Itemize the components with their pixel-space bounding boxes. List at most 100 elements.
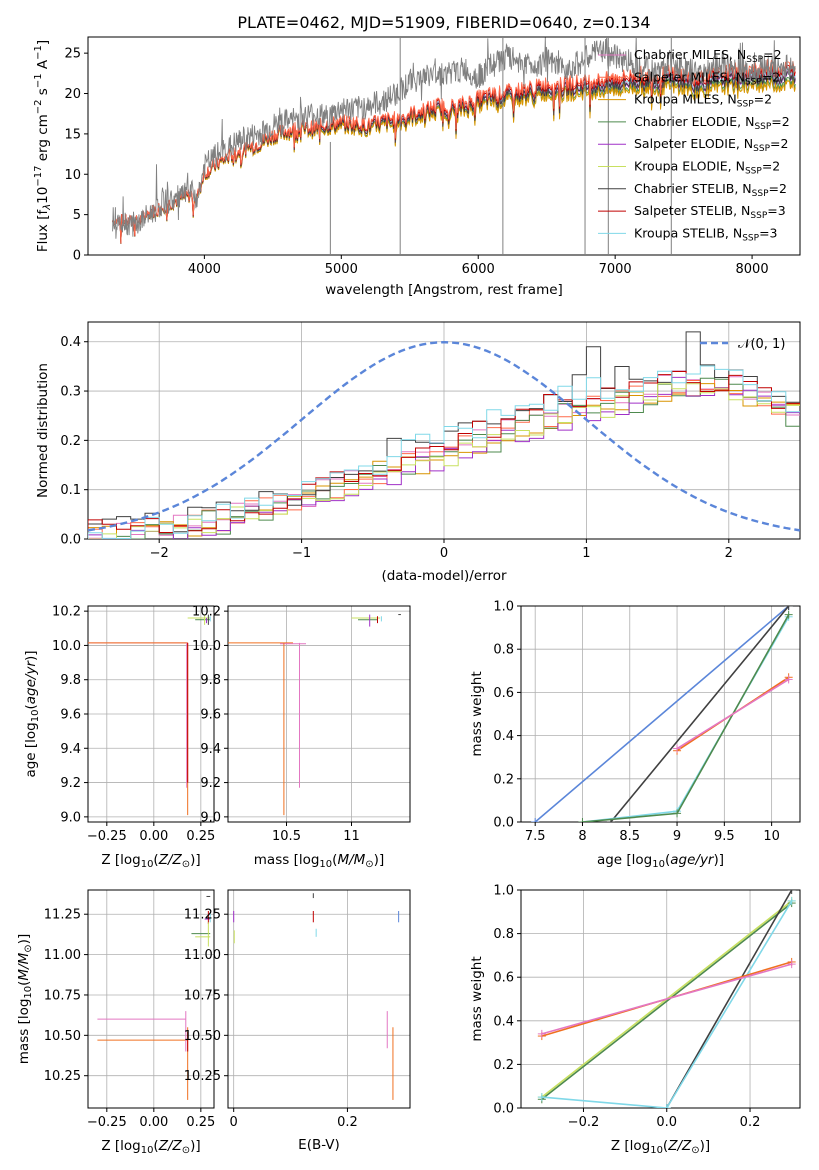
x-tick-label: 0.00 [139, 829, 168, 844]
y-tick-label: 10.50 [184, 1029, 221, 1044]
x-tick-label: 10.5 [272, 829, 301, 844]
x-tick-label: 7.5 [525, 829, 546, 844]
y-tick-label: 0.0 [60, 533, 81, 548]
mass-vs-z-xlabel: Z [log10(Z/Z⊙)] [101, 1138, 200, 1156]
y-tick-label: 11.00 [184, 948, 221, 963]
mass-vs-ebv-xlabel: E(B-V) [298, 1137, 340, 1153]
x-tick-label: 5000 [325, 262, 358, 277]
legend-label: Kroupa MILES, NSSP=2 [634, 92, 772, 110]
y-tick-label: 9.8 [60, 673, 81, 688]
mass-vs-z-axes: −0.25 0.00 0.25 10.25 10.50 10.75 11.00 11.25 [44, 889, 215, 1130]
age-vs-z-xlabel: Z [log10(Z/Z⊙)] [101, 852, 200, 870]
x-tick-label: 1 [582, 546, 590, 561]
y-tick-label: 0.0 [493, 1102, 514, 1117]
legend-label: Chabrier MILES, NSSP=2 [634, 47, 782, 65]
y-tick-label: 0 [73, 249, 81, 264]
weight-vs-age-plot-area [531, 606, 793, 822]
weight-series-line [541, 900, 793, 1108]
y-tick-label: 9.0 [200, 810, 221, 825]
y-tick-label: 5 [73, 208, 81, 223]
x-tick-label: −2 [150, 546, 169, 561]
y-tick-label: 25 [64, 47, 81, 62]
y-tick-label: 10.0 [192, 639, 221, 654]
y-tick-label: 9.4 [60, 742, 81, 757]
age-vs-z-ylabel: age [log10(age/yr)] [23, 650, 41, 777]
residuals-plot-area [88, 331, 800, 539]
x-tick-label: 0.25 [186, 1115, 215, 1130]
y-tick-label: 0.2 [493, 1058, 514, 1073]
mass-vs-ebv-plot-area [233, 893, 400, 1100]
y-tick-label: 11.25 [44, 908, 81, 923]
weight-series-line [534, 606, 790, 822]
y-tick-label: 10.2 [192, 605, 221, 620]
y-tick-label: 0.2 [493, 772, 514, 787]
x-tick-label: 8 [578, 829, 586, 844]
y-tick-label: 0.3 [60, 385, 81, 400]
weight-vs-z-xlabel: Z [log10(Z/Z⊙)] [611, 1138, 710, 1156]
x-tick-label: 9 [673, 829, 681, 844]
legend-label: Chabrier STELIB, NSSP=2 [634, 181, 787, 199]
x-tick-label: 0 [230, 1115, 238, 1130]
y-tick-label: 10.50 [44, 1029, 81, 1044]
age-vs-mass-frame [227, 605, 411, 823]
residual-histogram [88, 383, 800, 539]
x-tick-label: −1 [292, 546, 311, 561]
y-tick-label: 9.6 [60, 708, 81, 723]
weight-vs-age-xlabel: age [log10(age/yr)] [597, 852, 724, 870]
x-tick-label: 8.5 [619, 829, 640, 844]
age-vs-mass-xlabel: mass [log10(M/M⊙)] [254, 852, 384, 870]
x-tick-label: 0.25 [186, 829, 215, 844]
x-tick-label: 2 [725, 546, 733, 561]
x-tick-label: 11 [343, 829, 360, 844]
x-tick-label: 10 [763, 829, 780, 844]
y-tick-label: 0.4 [60, 335, 81, 350]
y-tick-label: 10.75 [184, 988, 221, 1003]
x-tick-label: −0.25 [87, 829, 127, 844]
y-tick-label: 9.8 [200, 673, 221, 688]
residuals-ylabel: Normed distribution [35, 363, 51, 498]
weight-vs-age-frame [520, 605, 801, 823]
x-tick-label: −0.2 [568, 1115, 600, 1130]
x-tick-label: 4000 [188, 262, 221, 277]
y-tick-label: 0.1 [60, 483, 81, 498]
y-tick-label: 20 [64, 87, 81, 102]
spectrum-xlabel: wavelength [Angstrom, rest frame] [325, 282, 563, 298]
y-tick-label: 9.4 [200, 742, 221, 757]
x-tick-label: 0.00 [139, 1115, 168, 1130]
figure-title: PLATE=0462, MJD=51909, FIBERID=0640, z=0… [237, 13, 650, 32]
x-tick-label: 0.2 [337, 1115, 358, 1130]
mass-vs-z-frame [87, 889, 215, 1109]
y-tick-label: 0.0 [493, 816, 514, 831]
y-tick-label: 9.0 [60, 810, 81, 825]
y-tick-label: 0.8 [493, 643, 514, 658]
x-tick-label: 0 [440, 546, 448, 561]
weight-series-line [610, 606, 790, 822]
legend-label: Kroupa ELODIE, NSSP=2 [634, 159, 780, 177]
mass-vs-z-ylabel: mass [log10(M/M⊙)] [16, 934, 34, 1064]
y-tick-label: 10.25 [44, 1069, 81, 1084]
y-tick-label: 1.0 [493, 884, 514, 899]
residuals-axes: −2 −1 0 1 2 0.0 0.1 0.2 0.3 0.4 [60, 321, 801, 561]
spectrum-axes: 4000 5000 6000 7000 8000 0 5 10 15 20 25 [64, 36, 801, 277]
y-tick-label: 10 [64, 168, 81, 183]
x-tick-label: 8000 [736, 262, 769, 277]
weight-series-line [541, 902, 793, 1100]
age-vs-z-frame [87, 605, 215, 823]
normal-distribution-curve [88, 340, 800, 532]
y-tick-label: 0.6 [493, 971, 514, 986]
legend-label: Salpeter ELODIE, NSSP=2 [634, 136, 788, 154]
residual-histogram [88, 371, 800, 539]
y-tick-label: 0.2 [60, 434, 81, 449]
age-vs-mass-axes: 10.5 11 9.0 9.2 9.4 9.6 9.8 10.0 10.2 [192, 605, 411, 844]
weight-vs-age-axes: 7.5 8 8.5 9 9.5 10 0.0 0.2 0.4 0.6 0.8 1.0 [493, 600, 801, 844]
weight-vs-z-plot-area [537, 890, 796, 1108]
y-tick-label: 9.2 [60, 776, 81, 791]
legend-label: Chabrier ELODIE, NSSP=2 [634, 114, 790, 132]
legend-label: Kroupa STELIB, NSSP=3 [634, 225, 778, 243]
y-tick-label: 1.0 [493, 600, 514, 615]
y-tick-label: 0.4 [493, 729, 514, 744]
y-tick-label: 0.8 [493, 927, 514, 942]
y-tick-label: 9.6 [200, 708, 221, 723]
y-tick-label: 11.25 [184, 908, 221, 923]
